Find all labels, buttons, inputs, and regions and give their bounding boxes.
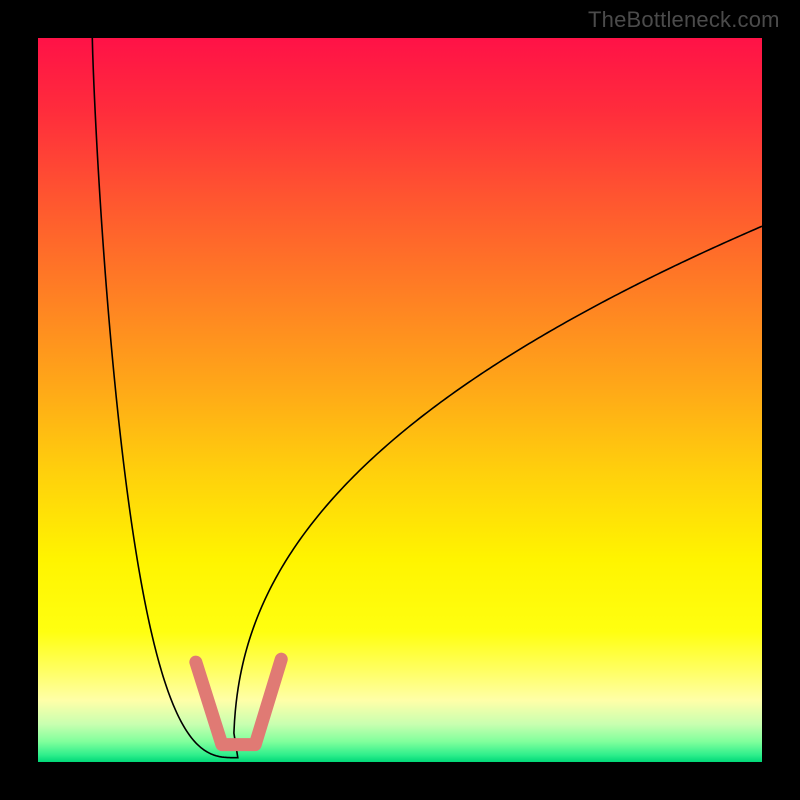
plot-background [38, 38, 762, 762]
bottleneck-chart [0, 0, 800, 800]
watermark-text: TheBottleneck.com [588, 7, 780, 33]
